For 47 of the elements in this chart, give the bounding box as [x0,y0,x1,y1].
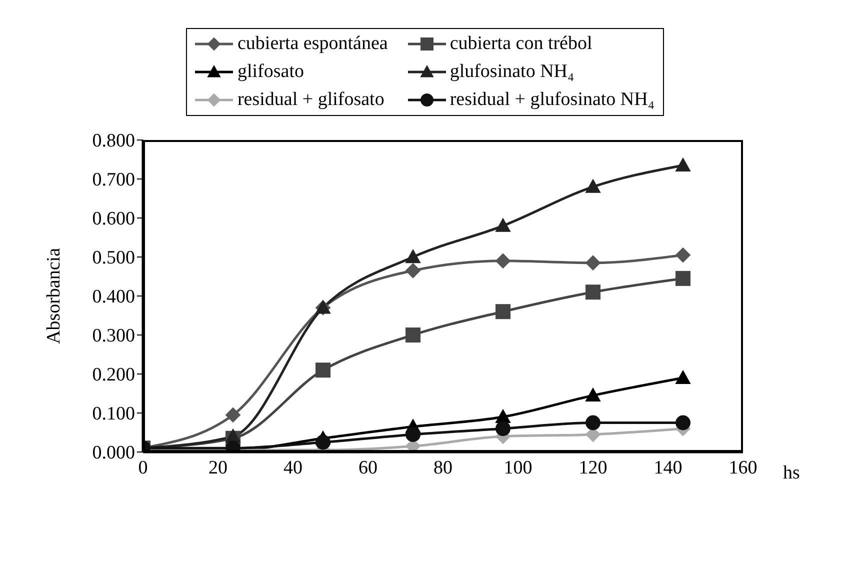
x-tick-label: 0 [138,457,148,478]
point [406,328,420,342]
legend-label: residual + glufosinato NH₄ [450,88,654,112]
y-tick-label: 0.100 [92,404,135,425]
point [406,263,420,278]
point [586,179,600,193]
point [406,426,420,442]
y-tick-label: 0.000 [92,442,135,464]
point [586,388,600,402]
point [676,415,690,430]
y-tick-label: 0.700 [92,170,135,191]
x-tick-label: 60 [358,457,378,478]
legend-label: glifosato [237,60,304,84]
point [586,415,600,430]
legend-label: glufosinato NH₄ [450,60,574,84]
x-tick-label: 80 [434,457,452,478]
point [676,270,690,286]
point [406,250,420,264]
point [586,284,600,300]
point [496,218,510,232]
legend-label: cubierta espontánea [237,32,388,56]
y-tick-label: 0.600 [92,208,135,230]
point [316,362,330,378]
point [586,255,600,270]
point [676,370,690,384]
legend-label: cubierta con trébol [450,32,592,56]
point [316,434,330,450]
x-tick-label: 140 [654,457,682,478]
x-axis-title: hs [783,462,800,484]
y-tick-label: 0.500 [92,248,135,269]
y-axis-title: Absorbancia [44,247,65,344]
x-tick-label: 20 [208,457,228,478]
x-tick-label: 100 [504,457,532,478]
y-tick-label: 0.400 [92,286,135,308]
x-tick-label: 120 [578,457,608,478]
point [496,253,510,268]
point [496,421,510,436]
point [676,248,690,263]
point [676,158,690,172]
point [226,407,240,422]
legend-label: residual + glifosato [237,88,384,112]
x-tick-label: 40 [284,457,302,478]
x-tick-label: 160 [728,457,758,478]
y-tick-label: 0.300 [92,326,135,347]
point [496,304,510,320]
y-tick-label: 0.800 [92,130,135,152]
y-tick-label: 0.200 [92,364,135,386]
